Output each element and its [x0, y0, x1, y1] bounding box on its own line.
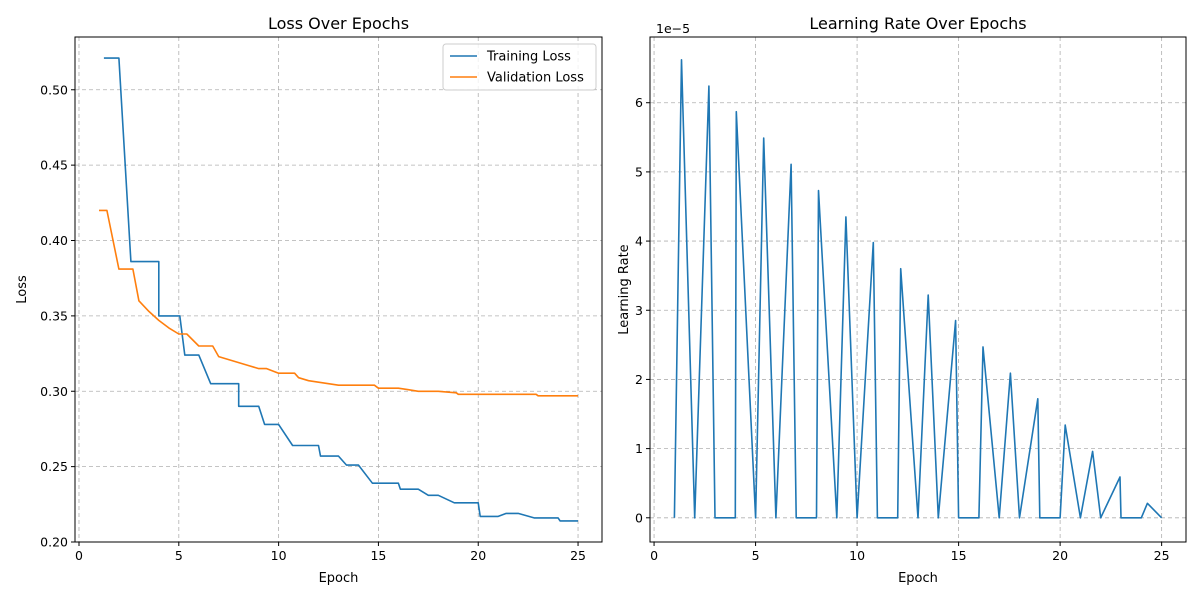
x-tick-label: 25: [570, 548, 586, 563]
lr-ticks: 0 5 10 15 20 25 0 1 2 3 4 5 6: [635, 95, 1170, 563]
y-tick-label: 5: [635, 164, 643, 179]
lr-scale-offset-label: 1e−5: [656, 21, 690, 36]
lr-series: [673, 58, 1163, 519]
x-tick-label: 0: [650, 548, 658, 563]
loss-ticks: 0 5 10 15 20 25 0.20 0.25 0.30 0.35 0.40 0.45 0.50: [40, 82, 586, 563]
x-tick-label: 10: [849, 548, 865, 563]
lr-x-axis-label: Epoch: [898, 571, 938, 586]
y-tick-label: 0.45: [40, 158, 68, 173]
lr-plot-frame: [649, 36, 1187, 543]
learning-rate-chart: 0 5 10 15 20 25 0 1 2 3 4 5 6 Learning Rate Over Epo…: [617, 14, 1187, 586]
lr-grid: [650, 37, 1186, 542]
y-tick-label: 6: [635, 95, 643, 110]
x-tick-label: 5: [752, 548, 760, 563]
x-tick-label: 0: [75, 548, 83, 563]
y-tick-label: 3: [635, 303, 643, 318]
y-tick-label: 0.30: [40, 384, 68, 399]
x-tick-label: 25: [1154, 548, 1170, 563]
y-tick-label: 0.40: [40, 233, 68, 248]
y-tick-label: 0.20: [40, 535, 68, 550]
legend-label-validation-loss: Validation Loss: [487, 71, 584, 86]
y-tick-label: 1: [635, 441, 643, 456]
x-tick-label: 20: [1052, 548, 1068, 563]
loss-series: [99, 57, 578, 522]
series-line-0: [673, 58, 1163, 519]
loss-plot-frame: [74, 36, 603, 543]
legend-box: [442, 43, 597, 91]
x-tick-label: 15: [951, 548, 967, 563]
loss-chart: 0 5 10 15 20 25 0.20 0.25 0.30 0.35 0.40 0.45 0.50 L…: [15, 14, 603, 586]
loss-x-axis-label: Epoch: [319, 571, 359, 586]
x-tick-label: 15: [370, 548, 386, 563]
legend-label-training-loss: Training Loss: [486, 50, 571, 65]
y-tick-label: 0.50: [40, 82, 68, 97]
x-tick-label: 10: [271, 548, 287, 563]
lr-chart-title: Learning Rate Over Epochs: [809, 14, 1026, 33]
lr-y-axis-label: Learning Rate: [617, 244, 632, 334]
x-tick-label: 5: [175, 548, 183, 563]
loss-chart-title: Loss Over Epochs: [268, 14, 409, 33]
series-line-0: [103, 57, 578, 522]
series-line-1: [99, 209, 578, 397]
y-tick-label: 0.35: [40, 308, 68, 323]
y-tick-label: 2: [635, 372, 643, 387]
x-tick-label: 20: [470, 548, 486, 563]
y-tick-label: 4: [635, 234, 643, 249]
loss-grid: [75, 37, 602, 543]
y-tick-label: 0: [635, 510, 643, 525]
y-tick-label: 0.25: [40, 459, 68, 474]
loss-y-axis-label: Loss: [15, 275, 30, 304]
loss-legend: Training Loss Validation Loss: [442, 43, 597, 91]
